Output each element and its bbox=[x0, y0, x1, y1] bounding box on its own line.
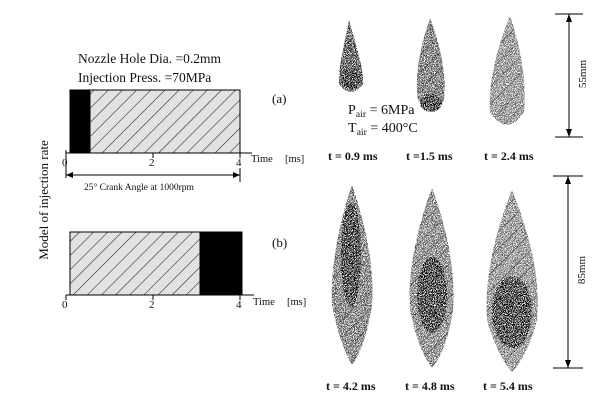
scale-b-label: 85mm bbox=[576, 255, 588, 285]
axis-a-xlabel: Time bbox=[251, 154, 273, 165]
nozzle-diameter-label: Nozzle Hole Dia. =0.2mm bbox=[78, 51, 221, 66]
scale-a-label: 55mm bbox=[577, 59, 589, 89]
injection-pressure-label: Injection Press. =70MPa bbox=[78, 70, 212, 85]
y-axis-label: Model of injection rate bbox=[36, 140, 51, 260]
air-pressure-label: Pair = 6MPa bbox=[348, 103, 415, 120]
time-axis-b bbox=[65, 294, 254, 300]
spray-image-a1 bbox=[338, 20, 364, 92]
scale-bar-a bbox=[555, 13, 583, 138]
spray-image-b1 bbox=[331, 185, 373, 365]
caption-a1: t = 0.9 ms bbox=[328, 149, 378, 163]
injection-rate-block-a bbox=[69, 89, 241, 154]
axis-a-tick-2: 2 bbox=[149, 157, 155, 169]
time-axis-a bbox=[65, 150, 252, 178]
spray-image-b3 bbox=[486, 190, 538, 372]
injection-rate-block-b bbox=[69, 231, 243, 296]
caption-b2: t = 4.8 ms bbox=[405, 379, 455, 393]
scale-bar-b bbox=[553, 175, 583, 369]
spray-image-b2 bbox=[409, 188, 454, 368]
axis-b-unit: [ms] bbox=[287, 297, 307, 308]
air-temperature-label: Tair = 400°C bbox=[348, 121, 418, 138]
axis-b-tick-0: 0 bbox=[62, 299, 68, 311]
axis-b-xlabel: Time bbox=[253, 297, 275, 308]
axis-b-tick-4: 4 bbox=[236, 299, 242, 311]
panel-a-label: (a) bbox=[272, 91, 287, 106]
axis-a-tick-0: 0 bbox=[62, 157, 68, 169]
axis-a-tick-4: 4 bbox=[236, 157, 242, 169]
crank-angle-span-arrow bbox=[66, 168, 241, 182]
caption-b1: t = 4.2 ms bbox=[326, 379, 376, 393]
spray-image-a2 bbox=[416, 18, 445, 112]
crank-angle-label: 25° Crank Angle at 1000rpm bbox=[84, 183, 194, 193]
spray-image-a3 bbox=[489, 16, 525, 125]
caption-a2: t =1.5 ms bbox=[406, 149, 453, 163]
caption-a3: t = 2.4 ms bbox=[484, 149, 534, 163]
axis-a-unit: [ms] bbox=[285, 154, 305, 165]
axis-b-tick-2: 2 bbox=[149, 299, 155, 311]
caption-b3: t = 5.4 ms bbox=[483, 379, 533, 393]
panel-b-label: (b) bbox=[272, 235, 288, 250]
